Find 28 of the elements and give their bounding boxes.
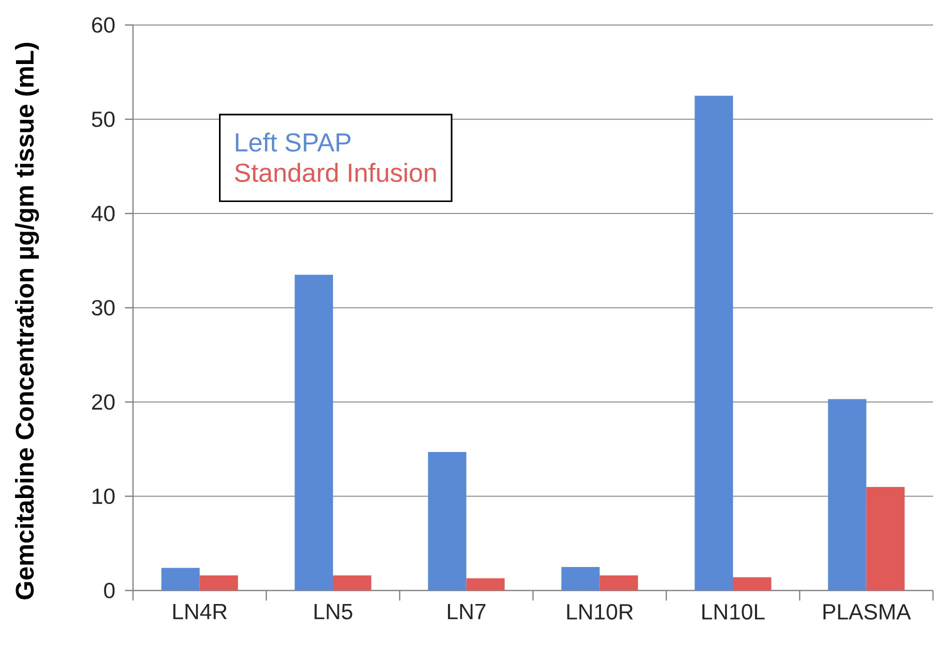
y-tick-label: 10 — [92, 488, 115, 504]
bar — [333, 575, 372, 590]
bar — [733, 577, 772, 590]
y-tick-label: 20 — [92, 394, 115, 410]
bar — [466, 578, 505, 590]
bar — [161, 568, 200, 590]
x-tick-label: PLASMA — [824, 604, 911, 620]
bar — [561, 566, 600, 590]
bar — [866, 486, 905, 590]
y-tick-label: 0 — [104, 582, 115, 598]
bar — [428, 452, 466, 590]
x-tick-label: LN10R — [567, 604, 633, 620]
bar — [200, 575, 238, 590]
y-tick-label: 40 — [92, 206, 115, 222]
y-tick-label: 50 — [92, 111, 115, 128]
x-tick-label: LN4R — [173, 604, 227, 620]
text: Standard Infusion — [234, 162, 436, 182]
bar — [694, 96, 733, 590]
y-axis-title: Gemcitabine Concentration µg/gm tissue (mL) — [15, 42, 39, 600]
bar — [828, 399, 866, 590]
text: Left SPAP — [236, 132, 350, 152]
x-tick-label: LN5 — [314, 604, 352, 620]
y-tick-label: 30 — [92, 300, 115, 316]
bar — [600, 575, 638, 590]
x-tick-label: LN7 — [448, 604, 486, 620]
bar — [294, 274, 334, 590]
y-tick-label: 60 — [92, 17, 115, 33]
x-tick-label: LN10L — [702, 604, 765, 620]
